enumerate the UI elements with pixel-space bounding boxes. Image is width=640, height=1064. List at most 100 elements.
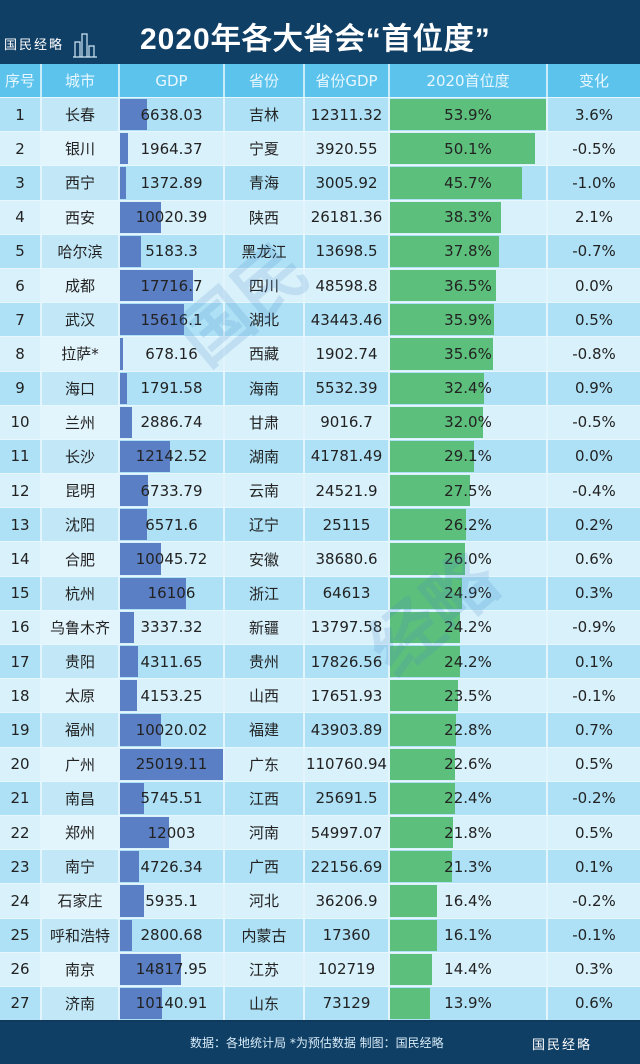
- primacy-cell: 37.8%: [390, 234, 548, 268]
- primacy-cell: 26.2%: [390, 508, 548, 542]
- province-gdp-cell: 24521.9: [305, 474, 390, 508]
- primacy-cell: 29.1%: [390, 439, 548, 474]
- province-gdp-cell: 38680.6: [305, 542, 390, 576]
- primacy-bar: [390, 99, 546, 131]
- province-gdp-cell: 25691.5: [305, 781, 390, 815]
- rank-cell: 15: [0, 576, 42, 610]
- primacy-cell: 26.0%: [390, 542, 548, 576]
- gdp-bar: [120, 646, 138, 678]
- column-header-primacy: 2020首位度: [390, 64, 548, 97]
- primacy-cell: 14.4%: [390, 952, 548, 986]
- primacy-bar: [390, 646, 461, 678]
- primacy-bar: [390, 987, 431, 1020]
- primacy-bar: [390, 611, 461, 643]
- table-row: 25 呼和浩特 2800.68 内蒙古 17360 16.1% -0.1%: [0, 917, 640, 952]
- rank-cell: 6: [0, 268, 42, 303]
- primacy-cell: 24.9%: [390, 576, 548, 610]
- primacy-cell: 36.5%: [390, 268, 548, 303]
- city-cell: 广州: [42, 747, 120, 781]
- table-row: 24 石家庄 5935.1 河北 36206.9 16.4% -0.2%: [0, 883, 640, 918]
- province-gdp-cell: 43903.89: [305, 713, 390, 747]
- change-cell: -0.4%: [572, 481, 616, 500]
- city-cell: 福州: [42, 713, 120, 747]
- rank-cell: 18: [0, 679, 42, 713]
- gdp-cell: 10020.02: [120, 713, 225, 747]
- rank-cell: 17: [0, 645, 42, 679]
- change-cell: -0.2%: [572, 891, 616, 910]
- gdp-bar: [120, 269, 193, 302]
- change-cell: 3.6%: [574, 105, 614, 124]
- gdp-bar: [120, 338, 123, 370]
- city-cell: 兰州: [42, 405, 120, 439]
- primacy-bar: [390, 235, 500, 267]
- gdp-cell: 5745.51: [120, 781, 225, 815]
- province-cell: 湖北: [225, 303, 305, 337]
- gdp-cell: 1791.58: [120, 371, 225, 405]
- footer-logo: 国民经略: [532, 1038, 593, 1053]
- rank-cell: 26: [0, 952, 42, 986]
- primacy-bar: [390, 816, 454, 849]
- city-cell: 合肥: [42, 542, 120, 576]
- rank-cell: 21: [0, 781, 42, 815]
- gdp-cell: 17716.7: [120, 268, 225, 303]
- change-cell: -0.5%: [572, 413, 616, 432]
- column-header-change: 变化: [578, 72, 609, 90]
- primacy-bar: [390, 201, 501, 233]
- table-body: 1 长春 6638.03 吉林 12311.32 53.9% 3.6% 2 银川 1964.37 宁…: [0, 97, 640, 1021]
- province-gdp-cell: 3005.92: [305, 166, 390, 200]
- table-row: 3 西宁 1372.89 青海 3005.92 45.7% -1.0%: [0, 165, 640, 200]
- rank-cell: 9: [0, 371, 42, 405]
- gdp-bar: [120, 440, 170, 473]
- province-gdp-cell: 41781.49: [305, 439, 390, 474]
- table-row: 26 南京 14817.95 江苏 102719 14.4% 0.3%: [0, 951, 640, 986]
- province-cell: 安徽: [225, 542, 305, 576]
- primacy-bar: [390, 406, 483, 438]
- province-cell: 宁夏: [225, 132, 305, 166]
- rank-cell: 5: [0, 234, 42, 268]
- table-row: 9 海口 1791.58 海南 5532.39 32.4% 0.9%: [0, 370, 640, 405]
- change-cell: -0.1%: [572, 926, 616, 945]
- city-cell: 郑州: [42, 815, 120, 850]
- gdp-cell: 10020.39: [120, 200, 225, 234]
- city-cell: 长春: [42, 98, 120, 132]
- gdp-cell: 6733.79: [120, 474, 225, 508]
- gdp-cell: 25019.11: [120, 747, 225, 781]
- province-gdp-cell: 17826.56: [305, 645, 390, 679]
- province-cell: 甘肃: [225, 405, 305, 439]
- primacy-bar: [390, 304, 494, 336]
- primacy-cell: 38.3%: [390, 200, 548, 234]
- primacy-bar: [390, 543, 466, 575]
- change-cell: 0.3%: [574, 584, 614, 603]
- gdp-bar: [120, 372, 128, 404]
- table-row: 23 南宁 4726.34 广西 22156.69 21.3% 0.1%: [0, 849, 640, 884]
- change-cell: -0.8%: [572, 344, 616, 363]
- city-cell: 南昌: [42, 781, 120, 815]
- province-cell: 浙江: [225, 576, 305, 610]
- gdp-cell: 1964.37: [120, 132, 225, 166]
- primacy-cell: 45.7%: [390, 166, 548, 200]
- province-cell: 江苏: [225, 952, 305, 986]
- primacy-cell: 22.4%: [390, 781, 548, 815]
- province-cell: 广西: [225, 850, 305, 884]
- change-cell: -0.7%: [572, 242, 616, 261]
- city-cell: 海口: [42, 371, 120, 405]
- province-cell: 四川: [225, 268, 305, 303]
- change-cell: 2.1%: [574, 208, 614, 227]
- gdp-cell: 6571.6: [120, 508, 225, 542]
- column-header-row: 序号 城市 GDP 省份 省份GDP 2020首位度 变化: [0, 64, 640, 97]
- gdp-bar: [120, 987, 162, 1020]
- primacy-bar: [390, 440, 475, 473]
- change-cell: 0.5%: [574, 310, 614, 329]
- province-gdp-cell: 36206.9: [305, 884, 390, 918]
- gdp-bar: [120, 133, 129, 165]
- column-header-province-gdp: 省份GDP: [305, 64, 390, 97]
- table-row: 16 乌鲁木齐 3337.32 新疆 13797.58 24.2% -0.9%: [0, 609, 640, 644]
- city-cell: 南宁: [42, 850, 120, 884]
- primacy-cell: 35.6%: [390, 337, 548, 371]
- primacy-bar: [390, 577, 463, 609]
- table-row: 14 合肥 10045.72 安徽 38680.6 26.0% 0.6%: [0, 541, 640, 576]
- column-header-rank: 序号: [0, 64, 42, 97]
- footer-banner: 数据：各地统计局 *为预估数据 制图：国民经略 国民经略: [0, 1022, 640, 1064]
- province-cell: 内蒙古: [225, 918, 305, 952]
- province-cell: 山东: [225, 986, 305, 1021]
